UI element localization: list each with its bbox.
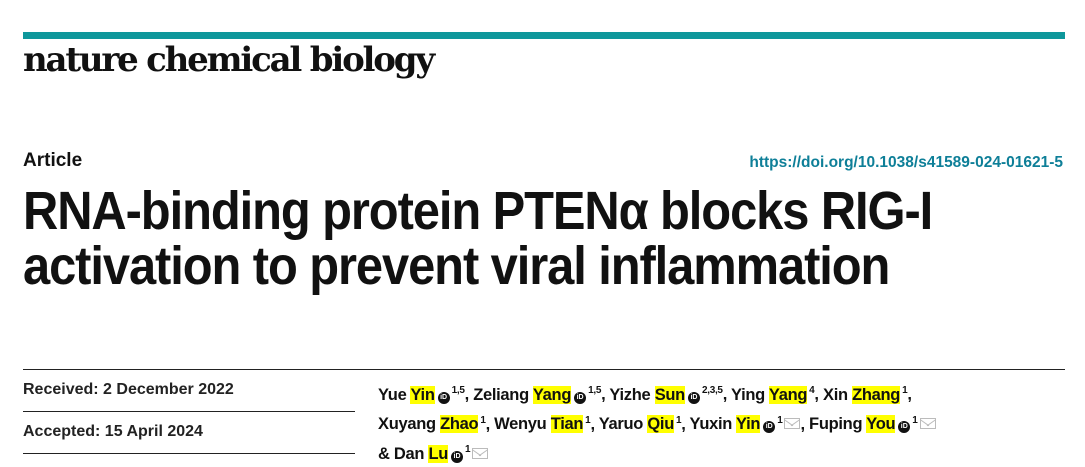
separator: , xyxy=(464,385,474,404)
author-last-name: Yin xyxy=(736,415,761,433)
author-first-name: Yue xyxy=(378,385,407,404)
affiliation: 1 xyxy=(480,414,486,426)
author-first-name: Xin xyxy=(823,385,848,404)
author-last-name: Zhang xyxy=(852,385,901,404)
title-line: RNA-binding protein PTENα blocks RIG-I xyxy=(23,181,933,241)
separator: , xyxy=(601,385,610,404)
author[interactable]: Xin Zhang 1 xyxy=(823,385,908,404)
divider xyxy=(23,411,355,412)
author-list: Yue Yin iD1,5, Zeliang Yang iD1,5, Yizhe S… xyxy=(378,378,1068,467)
journal-logo[interactable]: nature chemical biology xyxy=(23,40,435,80)
author-first-name: Ying xyxy=(730,385,765,404)
affiliation: 1 xyxy=(902,385,908,396)
journal-accent-bar xyxy=(23,32,1065,39)
author[interactable]: Wenyu Tian 1 xyxy=(494,414,591,433)
affiliation: 1,5 xyxy=(588,385,602,396)
separator: , xyxy=(722,385,731,404)
author-last-name: Sun xyxy=(654,385,685,404)
affiliation: 2,3,5 xyxy=(701,385,723,396)
orcid-icon[interactable]: iD xyxy=(437,391,450,404)
author-first-name: Zeliang xyxy=(473,385,529,404)
article-type: Article xyxy=(23,150,83,171)
author-last-name: Yin xyxy=(410,385,435,404)
author[interactable]: Yizhe Sun iD2,3,5 xyxy=(609,385,723,404)
received-date: Received: 2 December 2022 xyxy=(23,381,234,398)
separator: , xyxy=(485,415,495,433)
affiliation: 4 xyxy=(809,385,815,396)
author-first-name: Yizhe xyxy=(609,385,651,404)
author[interactable]: Yue Yin iD1,5 xyxy=(378,385,465,404)
author-first-name: & Dan xyxy=(378,444,425,463)
separator: , xyxy=(800,415,810,433)
divider xyxy=(23,369,1065,370)
separator: , xyxy=(590,415,599,433)
author-last-name: Zhao xyxy=(440,415,479,433)
orcid-icon[interactable]: iD xyxy=(687,391,700,404)
author-last-name: Lu xyxy=(428,444,449,463)
author-last-name: Yang xyxy=(532,385,572,404)
author[interactable]: Ying Yang 4 xyxy=(730,385,815,404)
title-line: activation to prevent viral inflammation xyxy=(23,236,890,296)
affiliation: 1 xyxy=(912,414,918,426)
separator: , xyxy=(814,385,823,404)
author-first-name: Fuping xyxy=(809,415,863,433)
author-first-name: Yuxin xyxy=(689,415,733,433)
author-last-name: Yang xyxy=(768,385,808,404)
affiliation: 1 xyxy=(675,414,682,426)
author[interactable]: Yuxin Yin iD1 xyxy=(690,415,801,433)
article-title: RNA-binding protein PTENα blocks RIG-I a… xyxy=(23,181,933,296)
orcid-icon[interactable]: iD xyxy=(451,450,464,463)
author-last-name: You xyxy=(866,415,896,433)
doi-link[interactable]: https://doi.org/10.1038/s41589-024-01621… xyxy=(749,154,1063,171)
author[interactable]: Zeliang Yang iD1,5 xyxy=(473,385,602,404)
author-first-name: Yaruo xyxy=(598,415,644,433)
orcid-icon[interactable]: iD xyxy=(763,421,776,433)
author[interactable]: Xuyang Zhao 1 xyxy=(378,415,486,433)
affiliation: 1 xyxy=(585,414,591,426)
separator: , xyxy=(681,415,690,433)
orcid-icon[interactable]: iD xyxy=(898,421,911,433)
author-last-name: Qiu xyxy=(647,415,674,433)
email-icon[interactable] xyxy=(784,418,801,429)
email-icon[interactable] xyxy=(472,447,489,459)
affiliation: 1 xyxy=(465,444,471,455)
email-icon[interactable] xyxy=(919,418,936,429)
author[interactable]: Yaruo Qiu 1 xyxy=(599,415,682,433)
author[interactable]: Fuping You iD1 xyxy=(809,415,936,433)
accepted-date: Accepted: 15 April 2024 xyxy=(23,423,203,440)
orcid-icon[interactable]: iD xyxy=(574,391,587,404)
divider xyxy=(23,453,355,454)
author-first-name: Xuyang xyxy=(378,415,436,433)
separator: , xyxy=(907,385,912,404)
author-last-name: Tian xyxy=(550,415,584,433)
author-first-name: Wenyu xyxy=(494,415,547,433)
author[interactable]: & Dan Lu iD1 xyxy=(378,444,489,463)
affiliation: 1,5 xyxy=(451,385,465,396)
affiliation: 1 xyxy=(777,414,783,426)
